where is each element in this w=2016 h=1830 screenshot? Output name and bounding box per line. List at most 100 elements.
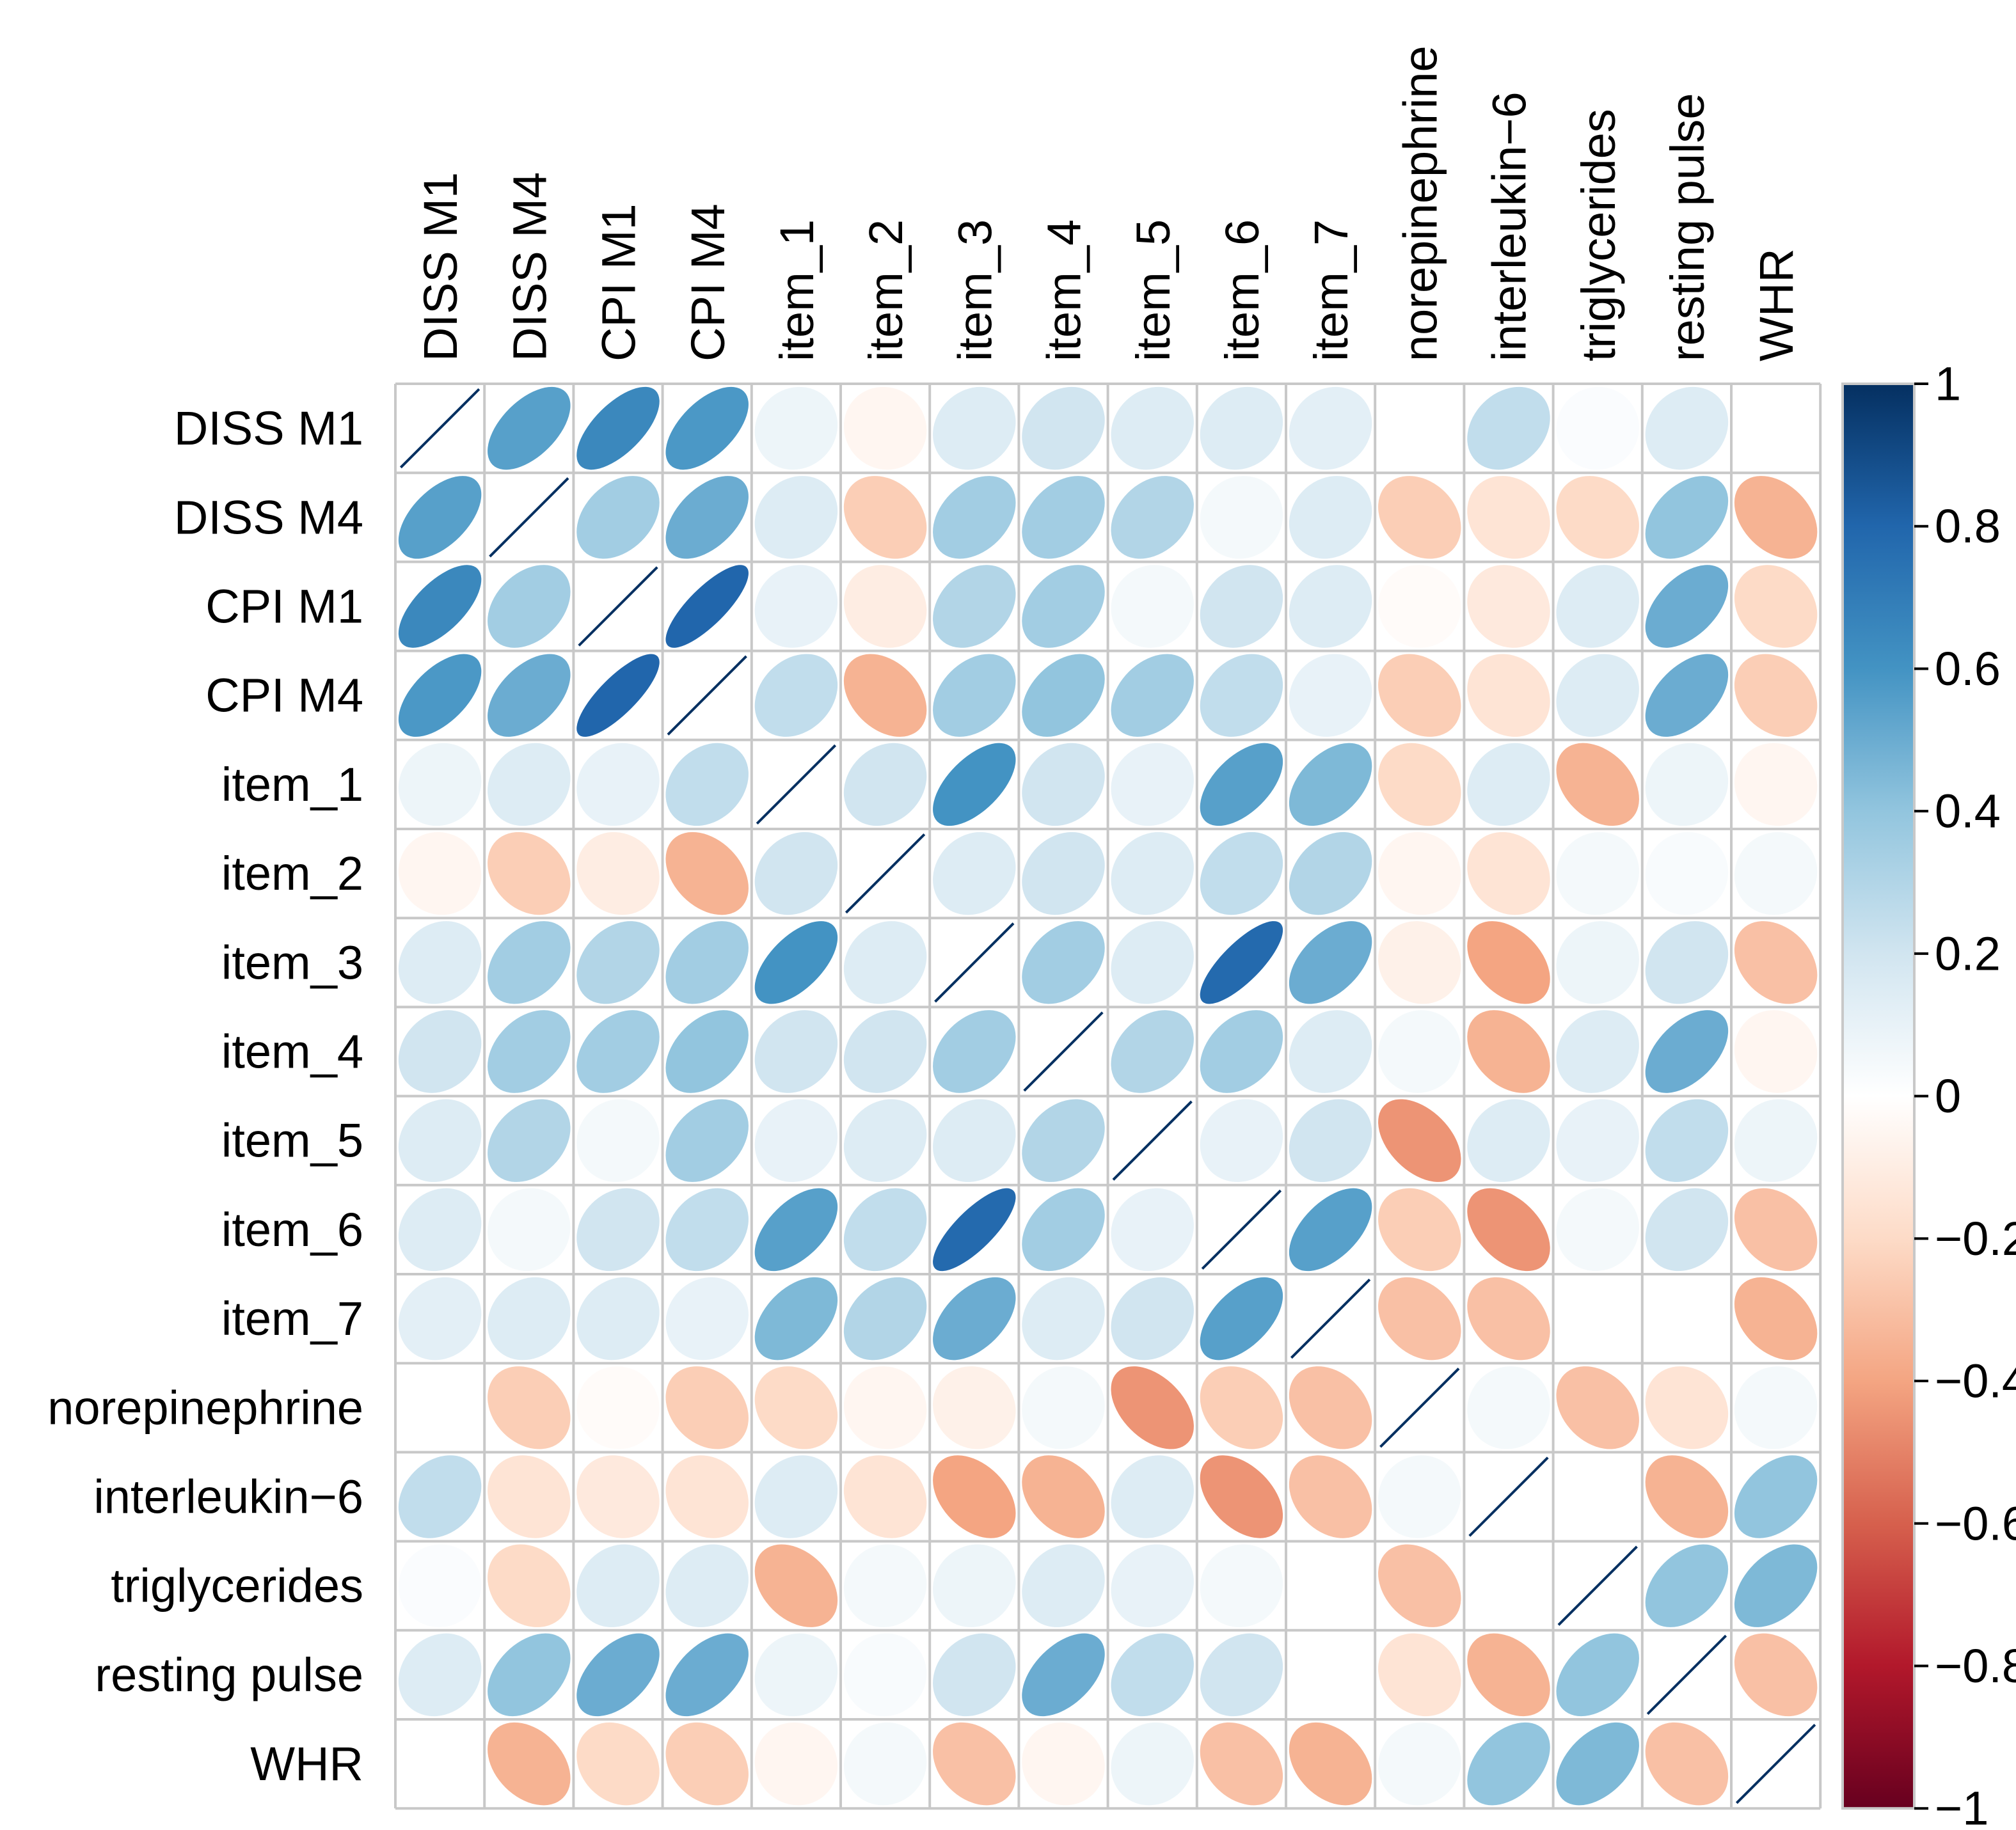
cell-whr-item-4-ellipse [1022,1722,1105,1806]
cell-item-7-cpi-m1-ellipse [576,1277,660,1361]
cell-item-5-triglycerides-ellipse [1556,1099,1639,1182]
cell-diss-m1-item-6-ellipse [1200,386,1283,470]
row-label-item-1: item_1 [221,758,363,811]
cell-triglycerides-item-4-ellipse [1022,1544,1105,1627]
cell-item-1-item-2-ellipse [843,743,927,826]
cell-triglycerides-item-3-ellipse [933,1544,1016,1627]
cell-cpi-m4-resting-pulse-ellipse [1645,654,1729,737]
cell-item-2-diss-m1-ellipse [398,832,482,915]
cell-item-4-cpi-m1-ellipse [576,1010,660,1093]
cell-item-5-item-1-ellipse [754,1099,838,1182]
cell-norepinephrine-item-2-ellipse [843,1366,927,1449]
cell-item-5-item-7-ellipse [1289,1099,1372,1182]
cell-item-3-item-7-ellipse [1289,921,1372,1004]
cell-item-2-whr-ellipse [1734,832,1818,915]
col-label-item-6: item_6 [1216,219,1269,361]
cell-item-1-item-6-ellipse [1200,743,1283,826]
cell-triglycerides-diss-m1-ellipse [398,1544,482,1627]
cell-cpi-m1-diss-m4-ellipse [488,565,571,648]
cell-item-4-interleukin-6-ellipse [1467,1010,1550,1093]
cell-resting-pulse-item-2-ellipse [843,1633,927,1717]
cell-triglycerides-cpi-m1-ellipse [576,1544,660,1627]
cell-triglycerides-cpi-m4-ellipse [665,1544,749,1627]
cell-diss-m1-item-4-ellipse [1022,386,1105,470]
cell-diss-m4-norepinephrine-ellipse [1378,476,1461,559]
col-label-interleukin-6: interleukin−6 [1483,91,1536,361]
cell-interleukin-6-interleukin-6-diagonal [1468,1456,1549,1537]
cell-interleukin-6-resting-pulse-ellipse [1645,1455,1729,1538]
cell-item-3-cpi-m1-ellipse [576,921,660,1004]
cell-item-7-item-5-ellipse [1111,1277,1194,1361]
col-label-item-2: item_2 [859,219,912,361]
cell-item-5-resting-pulse-ellipse [1645,1099,1729,1182]
cell-cpi-m1-resting-pulse-ellipse [1645,565,1729,648]
cell-cpi-m1-whr-ellipse [1734,565,1818,648]
cell-resting-pulse-item-6-ellipse [1200,1633,1283,1717]
cell-item-4-whr-ellipse [1734,1010,1818,1093]
cell-diss-m4-cpi-m4-ellipse [665,476,749,559]
cell-item-3-item-6-ellipse [1200,921,1283,1004]
cell-item-7-item-4-ellipse [1022,1277,1105,1361]
cell-item-5-cpi-m1-ellipse [576,1099,660,1182]
cell-whr-item-3-ellipse [933,1722,1016,1806]
colorbar-tick-label: 0.2 [1935,927,2001,980]
cell-cpi-m1-item-6-ellipse [1200,565,1283,648]
cell-item-1-item-3-ellipse [933,743,1016,826]
cell-item-6-cpi-m4-ellipse [665,1188,749,1272]
cell-norepinephrine-norepinephrine-diagonal [1379,1368,1460,1448]
cell-item-5-item-2-ellipse [843,1099,927,1182]
cell-cpi-m1-item-5-ellipse [1111,565,1194,648]
cell-item-4-item-5-ellipse [1111,1010,1194,1093]
cell-norepinephrine-cpi-m4-ellipse [665,1366,749,1449]
cell-item-3-item-4-ellipse [1022,921,1105,1004]
cell-whr-item-6-ellipse [1200,1722,1283,1806]
cell-item-5-norepinephrine-ellipse [1378,1099,1461,1182]
cell-item-2-triglycerides-ellipse [1556,832,1639,915]
cell-item-7-item-3-ellipse [933,1277,1016,1361]
cell-resting-pulse-triglycerides-ellipse [1556,1633,1639,1717]
cell-diss-m4-cpi-m1-ellipse [576,476,660,559]
cell-diss-m4-item-4-ellipse [1022,476,1105,559]
cell-diss-m1-item-2-ellipse [843,386,927,470]
cell-diss-m1-item-7-ellipse [1289,386,1372,470]
cell-diss-m4-item-3-ellipse [933,476,1016,559]
cell-resting-pulse-item-1-ellipse [754,1633,838,1717]
cell-item-6-item-2-ellipse [843,1188,927,1272]
cell-diss-m4-item-5-ellipse [1111,476,1194,559]
cell-item-6-whr-ellipse [1734,1188,1818,1272]
cell-item-1-norepinephrine-ellipse [1378,743,1461,826]
cell-resting-pulse-item-3-ellipse [933,1633,1016,1717]
cell-cpi-m1-diss-m1-ellipse [398,565,482,648]
cell-item-5-diss-m1-ellipse [398,1099,482,1182]
cell-interleukin-6-item-6-ellipse [1200,1455,1283,1538]
colorbar: 1 0.8 0.6 0.4 0.2 0 −0.2 −0.4 −0.6 −0.8 −1 [1841,358,2016,1830]
cell-item-4-item-3-ellipse [933,1010,1016,1093]
cell-item-1-whr-ellipse [1734,743,1818,826]
cell-item-5-whr-ellipse [1734,1099,1818,1182]
colorbar-tick-label: 0.4 [1935,785,2001,838]
cell-item-6-triglycerides-ellipse [1556,1188,1639,1272]
cell-whr-resting-pulse-ellipse [1645,1722,1729,1806]
cell-whr-diss-m1-ellipse [398,1722,482,1806]
cell-item-5-item-5-diagonal [1112,1100,1193,1181]
cell-diss-m4-diss-m1-ellipse [398,476,482,559]
cell-cpi-m1-interleukin-6-ellipse [1467,565,1550,648]
cell-item-4-item-7-ellipse [1289,1010,1372,1093]
cell-triglycerides-diss-m4-ellipse [488,1544,571,1627]
row-label-item-6: item_6 [221,1203,363,1256]
cell-whr-cpi-m1-ellipse [576,1722,660,1806]
cell-resting-pulse-cpi-m1-ellipse [576,1633,660,1717]
cell-item-4-diss-m1-ellipse [398,1010,482,1093]
cell-item-5-item-3-ellipse [933,1099,1016,1182]
cell-item-1-triglycerides-ellipse [1556,743,1639,826]
cell-item-4-triglycerides-ellipse [1556,1010,1639,1093]
row-label-cpi-m4: CPI M4 [205,669,363,722]
cell-diss-m4-diss-m4-diagonal [489,477,569,558]
cell-cpi-m4-diss-m1-ellipse [398,654,482,737]
cell-cpi-m4-item-7-ellipse [1289,654,1372,737]
cell-item-7-resting-pulse-ellipse [1645,1277,1729,1361]
cell-item-6-item-4-ellipse [1022,1188,1105,1272]
cell-resting-pulse-cpi-m4-ellipse [665,1633,749,1717]
cell-item-6-cpi-m1-ellipse [576,1188,660,1272]
